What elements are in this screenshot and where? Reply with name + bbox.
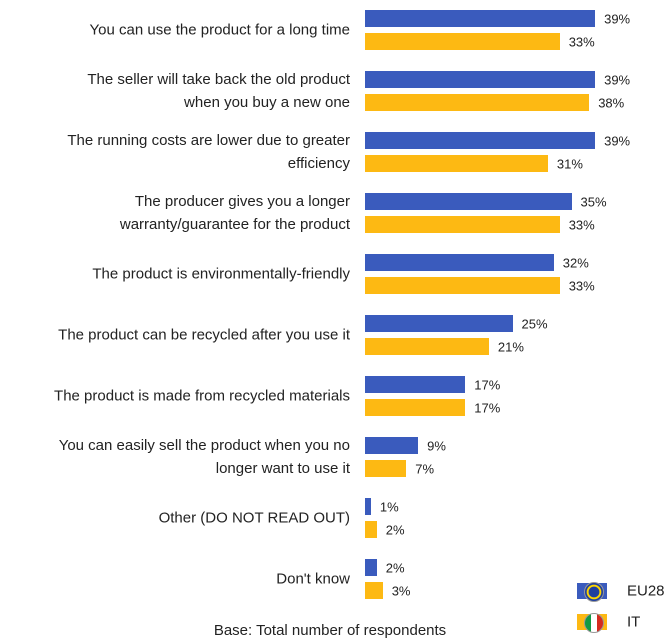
- bar: [365, 155, 548, 172]
- value-label: 33%: [568, 217, 595, 232]
- value-label: 3%: [391, 583, 411, 598]
- category-label: The product can be recycled after you us…: [58, 326, 350, 344]
- value-label: 31%: [556, 156, 583, 171]
- category-label: The running costs are lower due to great…: [67, 132, 350, 172]
- legend-label: EU28: [627, 582, 665, 600]
- bar: [365, 254, 554, 271]
- bar: [365, 460, 407, 477]
- legend-flag: [584, 613, 604, 633]
- bar: [365, 437, 419, 454]
- legend-flag: [584, 582, 604, 602]
- bar: [365, 559, 377, 576]
- value-label: 17%: [474, 400, 501, 415]
- value-label: 39%: [604, 72, 631, 87]
- category-label: Don't know: [276, 570, 350, 588]
- bar: [365, 33, 560, 50]
- bar: [365, 498, 371, 515]
- category-label: The seller will take back the old produc…: [87, 71, 350, 111]
- value-label: 33%: [568, 34, 595, 49]
- value-label: 35%: [580, 194, 607, 209]
- bar: [365, 71, 596, 88]
- bar: [365, 582, 383, 599]
- bar: [365, 376, 466, 393]
- value-label: 32%: [562, 255, 589, 270]
- bar: [365, 399, 466, 416]
- value-label: 9%: [427, 438, 446, 453]
- value-label: 39%: [604, 133, 631, 148]
- value-label: 21%: [497, 339, 524, 354]
- bar: [365, 94, 590, 111]
- category-label: The producer gives you a longer warranty…: [119, 193, 350, 233]
- bar: [365, 132, 596, 149]
- value-label: 2%: [385, 560, 405, 575]
- bar: [365, 10, 596, 27]
- value-label: 33%: [568, 278, 595, 293]
- category-label: Other (DO NOT READ OUT): [158, 509, 350, 527]
- value-label: 2%: [385, 522, 405, 537]
- value-label: 17%: [474, 377, 501, 392]
- legend-label: IT: [627, 613, 641, 631]
- bar: [365, 521, 377, 538]
- bar: [365, 315, 513, 332]
- value-label: 1%: [379, 499, 399, 514]
- bar: [365, 193, 572, 210]
- value-label: 38%: [598, 95, 625, 110]
- bar: [365, 277, 560, 294]
- value-label: 7%: [415, 461, 435, 476]
- value-label: 25%: [521, 316, 548, 331]
- bar: [365, 216, 560, 233]
- category-label: The product is made from recycled materi…: [54, 387, 350, 405]
- bar: [365, 338, 489, 355]
- footnote: Base: Total number of respondents: [213, 622, 447, 639]
- category-label: The product is environmentally-friendly: [92, 265, 350, 283]
- value-label: 39%: [604, 11, 631, 26]
- category-label: You can easily sell the product when you…: [58, 437, 350, 477]
- category-label: You can use the product for a long time: [89, 21, 350, 39]
